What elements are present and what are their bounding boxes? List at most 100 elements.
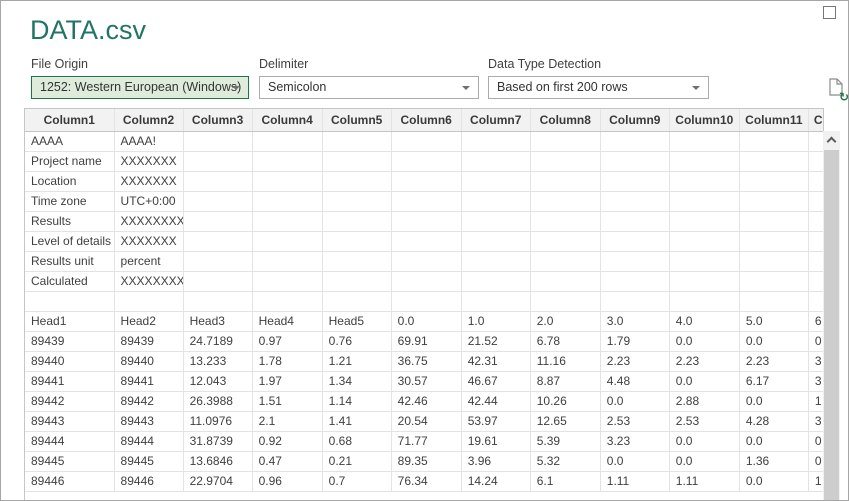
- preview-table: Column1 Column2 Column3 Column4 Column5 Colum…: [25, 109, 823, 492]
- table-cell: [530, 131, 601, 152]
- delimiter-select[interactable]: Semicolon: [259, 76, 479, 99]
- table-cell: 3: [808, 351, 823, 372]
- table-cell: [252, 131, 323, 152]
- table-cell: 6: [808, 311, 823, 332]
- table-cell: 20.54: [391, 411, 462, 432]
- table-cell: 14.24: [461, 471, 531, 492]
- table-row: 89442 89442 26.3988 1.51 1.14 42.46 42.44 10.26…: [25, 391, 823, 412]
- file-origin-label: File Origin: [31, 57, 88, 71]
- table-cell: 2.23: [600, 351, 670, 372]
- table-cell: 0.0: [600, 451, 670, 472]
- table-cell: Location: [25, 171, 115, 192]
- table-cell: 0.0: [669, 331, 740, 352]
- table-cell: [461, 231, 531, 252]
- table-cell: Time zone: [25, 191, 115, 212]
- table-cell: 1.41: [322, 411, 392, 432]
- table-cell: [808, 251, 823, 272]
- table-cell: Level of details: [25, 231, 115, 252]
- scrollbar-thumb[interactable]: [824, 150, 839, 500]
- table-cell: 2.23: [739, 351, 809, 372]
- table-cell: Head5: [322, 311, 392, 332]
- table-cell: 0.0: [739, 391, 809, 412]
- table-cell: [808, 271, 823, 292]
- column-header: Column4: [252, 109, 323, 132]
- table-cell: 89446: [114, 471, 184, 492]
- table-cell: 0.96: [252, 471, 323, 492]
- table-cell: [600, 151, 670, 172]
- table-cell: 53.97: [461, 411, 531, 432]
- table-cell: [322, 191, 392, 212]
- table-cell: 0.76: [322, 331, 392, 352]
- table-cell: Project name: [25, 151, 115, 172]
- chevron-down-icon: [692, 86, 700, 90]
- table-cell: 30.57: [391, 371, 462, 392]
- table-cell: [808, 291, 823, 312]
- table-row: Results unit percent: [25, 251, 823, 272]
- table-cell: 1.0: [461, 311, 531, 332]
- table-row: 89445 89445 13.6846 0.47 0.21 89.35 3.96 5.32 0.…: [25, 451, 823, 472]
- table-cell: 1.34: [322, 371, 392, 392]
- column-header: Column6: [391, 109, 462, 132]
- table-cell: [183, 251, 253, 272]
- table-cell: 0.0: [600, 391, 670, 412]
- table-cell: 36.75: [391, 351, 462, 372]
- table-cell: 89444: [25, 431, 115, 452]
- column-header: Column8: [530, 109, 601, 132]
- table-cell: [461, 171, 531, 192]
- table-cell: [600, 191, 670, 212]
- table-cell: [183, 171, 253, 192]
- table-cell: [739, 131, 809, 152]
- table-cell: 42.46: [391, 391, 462, 412]
- table-cell: [461, 151, 531, 172]
- table-cell: 24.7189: [183, 331, 253, 352]
- table-cell: 2.53: [669, 411, 740, 432]
- table-cell: 0.97: [252, 331, 323, 352]
- table-cell: percent: [114, 251, 184, 272]
- table-row: Head1 Head2 Head3 Head4 Head5 0.0 1.0 2.0 3.0 4.0…: [25, 311, 823, 332]
- table-cell: 89446: [25, 471, 115, 492]
- maximize-icon[interactable]: [823, 6, 836, 19]
- table-cell: 1.79: [600, 331, 670, 352]
- table-cell: [252, 211, 323, 232]
- scroll-up-button[interactable]: [823, 131, 840, 149]
- table-row: 89439 89439 24.7189 0.97 0.76 69.91 21.52 6.78 1…: [25, 331, 823, 352]
- table-cell: AAAA: [25, 131, 115, 152]
- table-row: Calculated XXXXXXXX: [25, 271, 823, 292]
- table-cell: 19.61: [461, 431, 531, 452]
- table-cell: [322, 251, 392, 272]
- table-cell: [391, 191, 462, 212]
- table-cell: 0.0: [669, 431, 740, 452]
- table-cell: [530, 171, 601, 192]
- delimiter-group: Delimiter Semicolon: [259, 57, 479, 99]
- table-cell: Calculated: [25, 271, 115, 292]
- table-cell: [461, 251, 531, 272]
- table-cell: 4.48: [600, 371, 670, 392]
- data-type-detection-select[interactable]: Based on first 200 rows: [488, 76, 709, 99]
- table-cell: 76.34: [391, 471, 462, 492]
- column-header: Column11: [739, 109, 809, 132]
- file-origin-value: 1252: Western European (Windows): [40, 80, 242, 94]
- table-cell: [391, 271, 462, 292]
- table-cell: 26.3988: [183, 391, 253, 412]
- table-cell: 89.35: [391, 451, 462, 472]
- table-cell: 3.0: [600, 311, 670, 332]
- table-cell: [600, 231, 670, 252]
- delimiter-value: Semicolon: [268, 80, 327, 94]
- table-cell: [739, 291, 809, 312]
- refresh-icon: ↻: [838, 90, 849, 104]
- table-cell: 1.36: [739, 451, 809, 472]
- table-cell: [461, 191, 531, 212]
- table-cell: [391, 291, 462, 312]
- table-cell: [530, 191, 601, 212]
- table-row: 89446 89446 22.9704 0.96 0.7 76.34 14.24 6.1 1.1…: [25, 471, 823, 492]
- refresh-preview-button[interactable]: ↻: [829, 78, 848, 104]
- vertical-scrollbar[interactable]: [823, 131, 840, 500]
- file-origin-select[interactable]: 1252: Western European (Windows): [31, 76, 249, 99]
- table-cell: 1.14: [322, 391, 392, 412]
- table-cell: 11.16: [530, 351, 601, 372]
- table-cell: [669, 191, 740, 212]
- table-cell: [808, 191, 823, 212]
- table-cell: 1: [808, 471, 823, 492]
- table-cell: 0.0: [669, 371, 740, 392]
